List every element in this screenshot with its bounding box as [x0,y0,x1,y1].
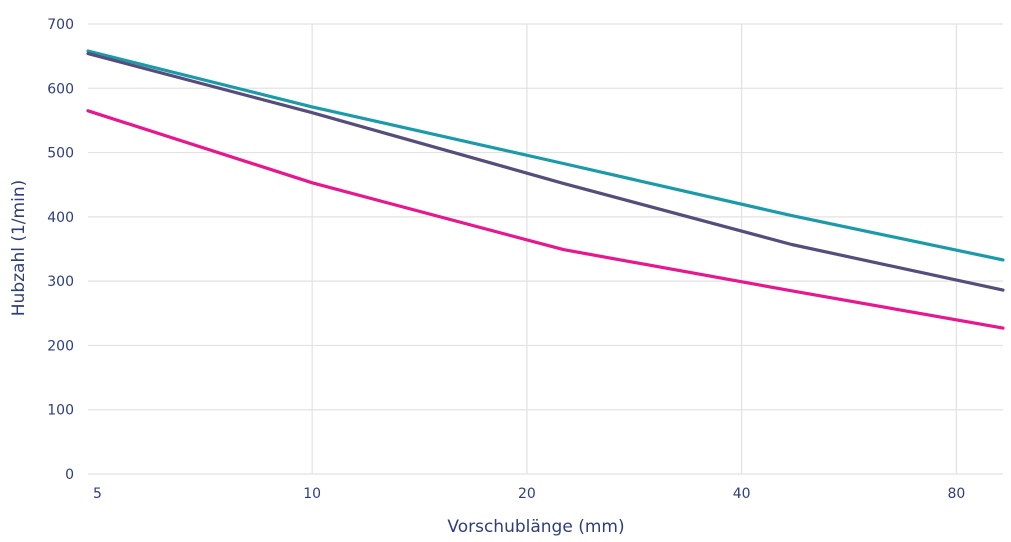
y-tick-label: 500 [47,146,74,162]
y-tick-label: 400 [47,210,74,226]
y-axis-ticks: 0 100 200 300 400 500 600 700 [47,17,74,483]
series-line-3 [86,109,1005,330]
y-tick-label: 700 [47,17,74,33]
series-line-2 [86,51,1005,292]
y-tick-label: 0 [65,467,74,483]
x-tick-label: 20 [518,486,536,502]
series-line-1 [86,49,1005,262]
x-tick-label: 5 [93,486,102,502]
x-tick-label: 10 [303,486,321,502]
series-lines [86,49,1005,330]
y-tick-label: 600 [47,81,74,97]
y-tick-label: 200 [47,338,74,354]
x-axis-title: Vorschublänge (mm) [447,517,624,537]
x-tick-label: 40 [733,486,751,502]
x-tick-label: 80 [947,486,965,502]
grid [88,23,1003,475]
x-axis-ticks: 5 10 20 40 80 [93,486,965,502]
y-axis-title: Hubzahl (1/min) [9,180,29,316]
y-tick-label: 100 [47,403,74,419]
y-tick-label: 300 [47,274,74,290]
